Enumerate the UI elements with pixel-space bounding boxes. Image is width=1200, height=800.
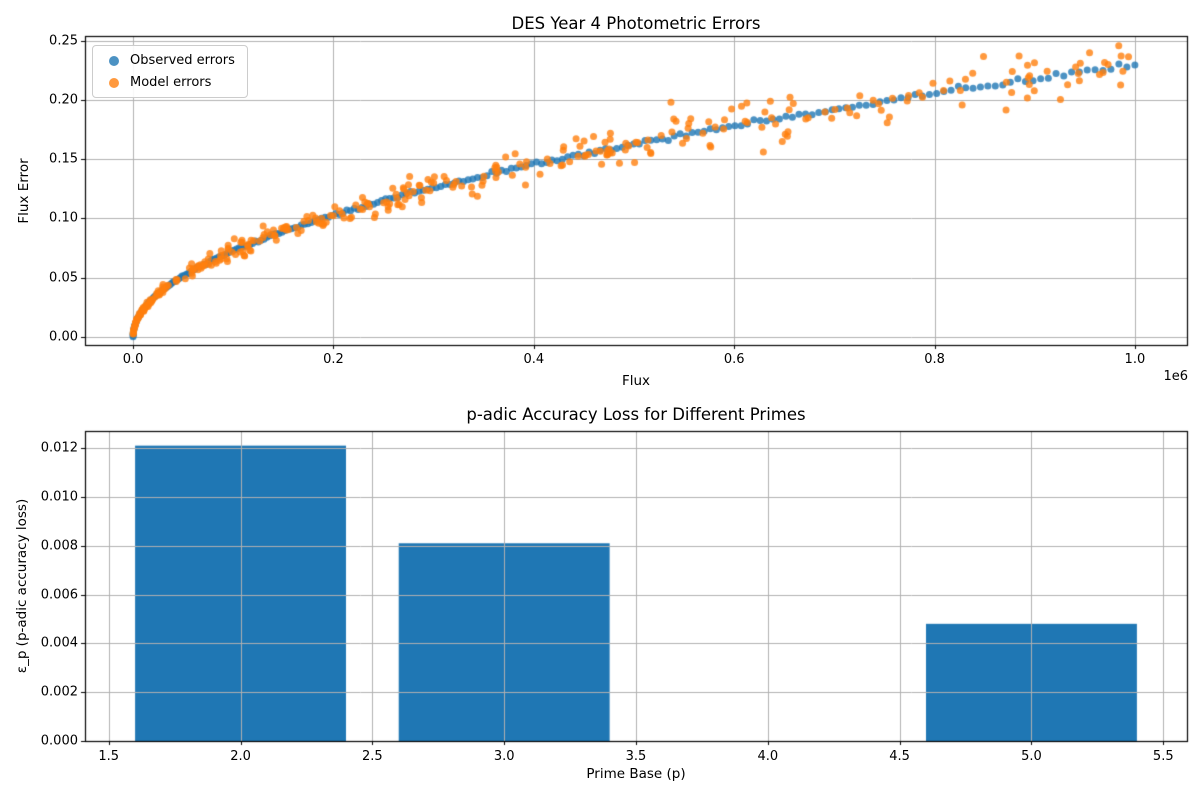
y-tick-label: 0.002 — [40, 684, 78, 700]
legend-label-model: Model errors — [130, 75, 212, 90]
bottom-chart-y-axis-label: ε_p (p-adic accuracy loss) — [14, 498, 30, 674]
y-tick-label: 0.10 — [49, 210, 78, 226]
x-tick-label: 0.0 — [122, 352, 144, 367]
x-tick-label: 0.6 — [723, 352, 745, 367]
model-errors-marker-icon — [109, 77, 119, 88]
top-chart-y-axis-label: Flux Error — [16, 158, 32, 224]
x-tick-label: 2.0 — [230, 749, 251, 764]
y-tick-label: 0.05 — [49, 270, 78, 286]
bottom-chart-x-axis-label: Prime Base (p) — [586, 766, 686, 782]
x-tick-label: 1.0 — [1124, 352, 1146, 367]
top-chart-x-axis-label: Flux — [621, 373, 651, 389]
y-tick-label: 0.000 — [40, 733, 78, 749]
observed-errors-marker-icon — [109, 55, 119, 66]
x-tick-label: 0.8 — [924, 352, 945, 367]
x-tick-label: 3.5 — [625, 749, 647, 764]
top-chart-x-offset-label: 1e6 — [1163, 369, 1188, 384]
x-tick-label: 3.0 — [493, 749, 515, 764]
y-tick-label: 0.15 — [49, 151, 78, 167]
legend: Observed errors Model errors — [92, 45, 248, 98]
y-tick-label: 0.006 — [40, 587, 78, 603]
x-tick-label: 0.4 — [523, 352, 545, 367]
x-tick-label: 1.5 — [98, 749, 120, 764]
x-tick-label: 4.0 — [757, 749, 779, 764]
legend-entry-observed: Observed errors — [102, 52, 235, 69]
x-tick-label: 5.0 — [1021, 749, 1042, 764]
x-tick-label: 2.5 — [362, 749, 383, 764]
legend-label-observed: Observed errors — [130, 53, 235, 68]
bottom-chart-title: p-adic Accuracy Loss for Different Prime… — [466, 405, 806, 424]
x-tick-label: 4.5 — [889, 749, 910, 764]
y-tick-label: 0.008 — [40, 538, 78, 554]
x-tick-label: 0.2 — [323, 352, 344, 367]
y-tick-label: 0.20 — [49, 92, 78, 108]
y-tick-label: 0.010 — [40, 489, 78, 505]
x-tick-label: 5.5 — [1152, 749, 1174, 764]
legend-entry-model: Model errors — [102, 74, 235, 91]
y-tick-label: 0.25 — [49, 33, 78, 49]
top-chart-title: DES Year 4 Photometric Errors — [511, 14, 761, 33]
y-tick-label: 0.012 — [40, 440, 78, 456]
y-tick-label: 0.00 — [49, 329, 78, 345]
y-tick-label: 0.004 — [40, 635, 78, 651]
